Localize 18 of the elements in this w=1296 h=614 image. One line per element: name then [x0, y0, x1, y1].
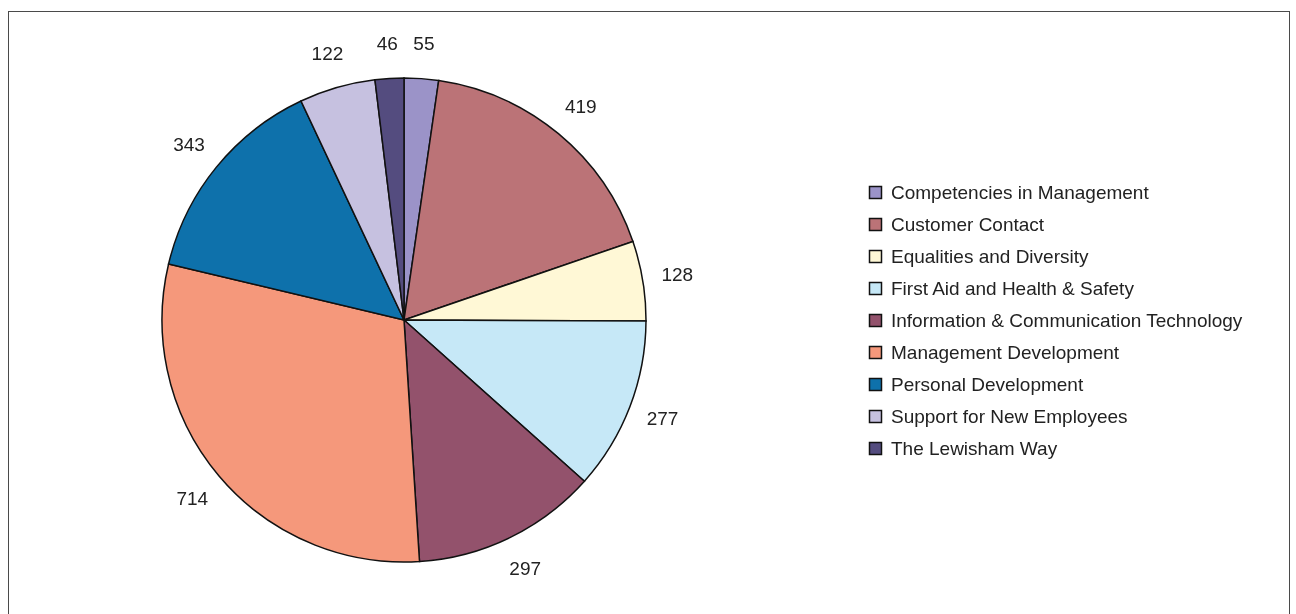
legend-label: Management Development: [891, 341, 1120, 363]
data-label: 297: [509, 558, 542, 580]
data-label: 419: [564, 95, 597, 117]
legend-label: Information & Communication Technology: [891, 309, 1243, 331]
legend-label: Personal Development: [891, 373, 1084, 395]
data-label: 128: [661, 264, 694, 286]
data-label: 55: [413, 32, 435, 54]
legend-label: Customer Contact: [891, 213, 1045, 235]
data-label: 122: [311, 42, 344, 64]
legend-label: The Lewisham Way: [891, 437, 1058, 459]
legend-label: First Aid and Health & Safety: [891, 277, 1135, 299]
data-label: 714: [176, 487, 209, 509]
legend-label: Support for New Employees: [891, 405, 1128, 427]
data-label: 277: [646, 408, 679, 430]
legend-label: Equalities and Diversity: [891, 245, 1089, 267]
data-label: 46: [376, 32, 398, 54]
legend-label: Competencies in Management: [891, 181, 1150, 203]
data-label: 343: [173, 134, 205, 156]
